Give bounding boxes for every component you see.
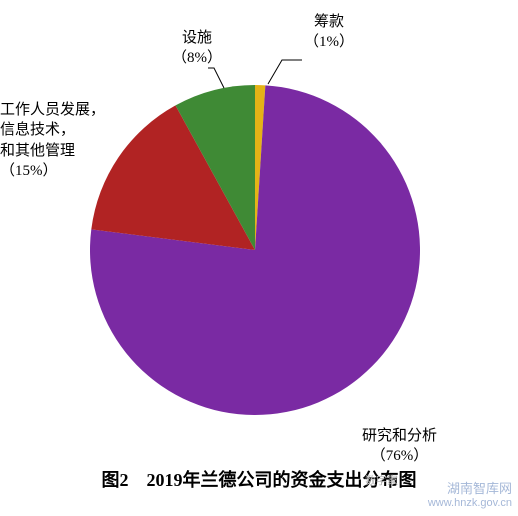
leader-lines xyxy=(0,0,518,516)
watermark: 湖南智库网 www.hnzk.gov.cn xyxy=(428,482,512,510)
slice-label-设施: 设施（8%） xyxy=(172,28,222,69)
slice-label-工作人员发展，信息技术，和其他管理: 工作人员发展，信息技术，和其他管理（15%） xyxy=(0,100,105,181)
slice-label-研究和分析: 研究和分析（76%） xyxy=(362,426,437,467)
leader-设施 xyxy=(208,68,224,88)
watermark-line2: www.hnzk.gov.cn xyxy=(428,497,512,510)
leader-筹款 xyxy=(268,60,302,84)
caption-prefix: 图2 xyxy=(102,470,129,490)
watermark-line1: 湖南智库网 xyxy=(428,482,512,497)
pie-chart-figure: 筹款（1%） 研究和分析（76%） 工作人员发展，信息技术，和其他管理（15%） 设施… xyxy=(0,0,518,516)
slice-label-筹款: 筹款（1%） xyxy=(304,12,354,53)
artifact-text: 数字家 xyxy=(365,472,398,488)
